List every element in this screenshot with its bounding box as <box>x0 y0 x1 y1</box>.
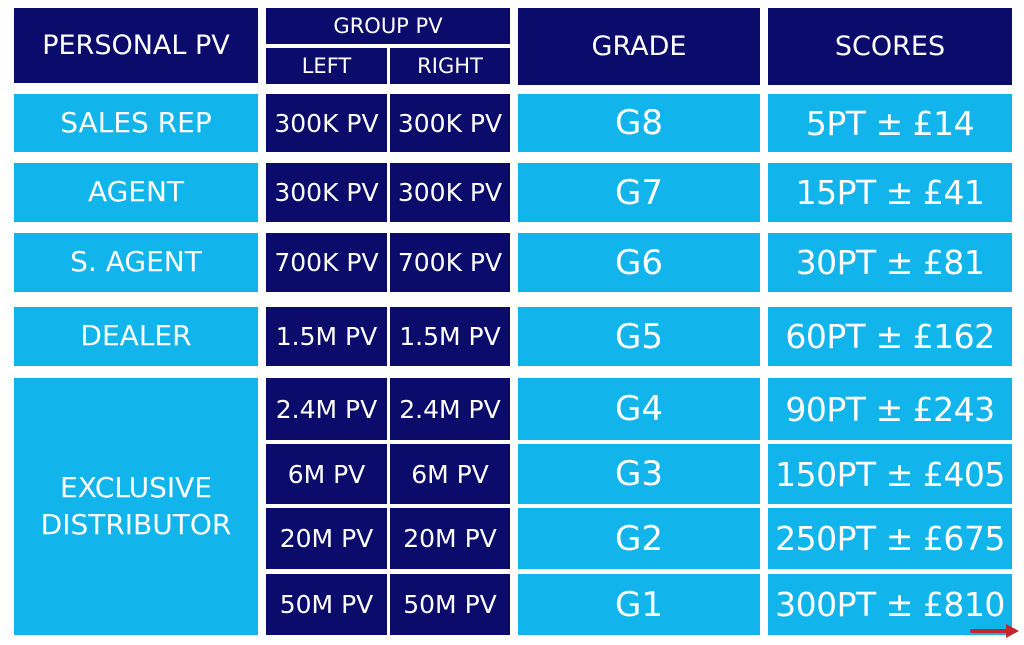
score-value: 15PT ± £41 <box>768 163 1012 222</box>
grade-value: G7 <box>518 163 760 222</box>
header-scores: SCORES <box>768 8 1012 85</box>
group-right-value: 50M PV <box>390 574 510 635</box>
group-left-value: 2.4M PV <box>266 378 387 440</box>
group-left-value: 50M PV <box>266 574 387 635</box>
group-left-value: 300K PV <box>266 94 387 152</box>
group-right-value: 2.4M PV <box>390 378 510 440</box>
group-right-value: 300K PV <box>390 163 510 222</box>
grade-value: G5 <box>518 307 760 366</box>
group-right-value: 300K PV <box>390 94 510 152</box>
header-group-pv: GROUP PV <box>266 8 510 44</box>
role-s-agent: S. AGENT <box>14 233 258 292</box>
group-left-value: 300K PV <box>266 163 387 222</box>
header-group-right: RIGHT <box>390 48 510 84</box>
grade-value: G2 <box>518 508 760 569</box>
group-right-value: 6M PV <box>390 444 510 504</box>
score-value: 150PT ± £405 <box>768 444 1012 504</box>
group-right-value: 1.5M PV <box>390 307 510 366</box>
header-grade: GRADE <box>518 8 760 85</box>
role-exclusive-distributor: EXCLUSIVE DISTRIBUTOR <box>14 378 258 635</box>
grade-value: G1 <box>518 574 760 635</box>
group-right-value: 20M PV <box>390 508 510 569</box>
grade-value: G6 <box>518 233 760 292</box>
group-right-value: 700K PV <box>390 233 510 292</box>
score-value: 5PT ± £14 <box>768 94 1012 152</box>
score-value: 300PT ± £810 <box>768 574 1012 635</box>
grade-value: G8 <box>518 94 760 152</box>
score-value: 250PT ± £675 <box>768 508 1012 569</box>
group-left-value: 1.5M PV <box>266 307 387 366</box>
group-left-value: 20M PV <box>266 508 387 569</box>
arrow-right-icon[interactable] <box>970 621 1020 641</box>
role-dealer: DEALER <box>14 307 258 366</box>
grade-value: G4 <box>518 378 760 440</box>
group-left-value: 700K PV <box>266 233 387 292</box>
score-value: 30PT ± £81 <box>768 233 1012 292</box>
header-group-left: LEFT <box>266 48 387 84</box>
score-value: 60PT ± £162 <box>768 307 1012 366</box>
role-agent: AGENT <box>14 163 258 222</box>
score-value: 90PT ± £243 <box>768 378 1012 440</box>
grade-value: G3 <box>518 444 760 504</box>
header-personal-pv: PERSONAL PV <box>14 8 258 83</box>
role-sales-rep: SALES REP <box>14 94 258 152</box>
group-left-value: 6M PV <box>266 444 387 504</box>
